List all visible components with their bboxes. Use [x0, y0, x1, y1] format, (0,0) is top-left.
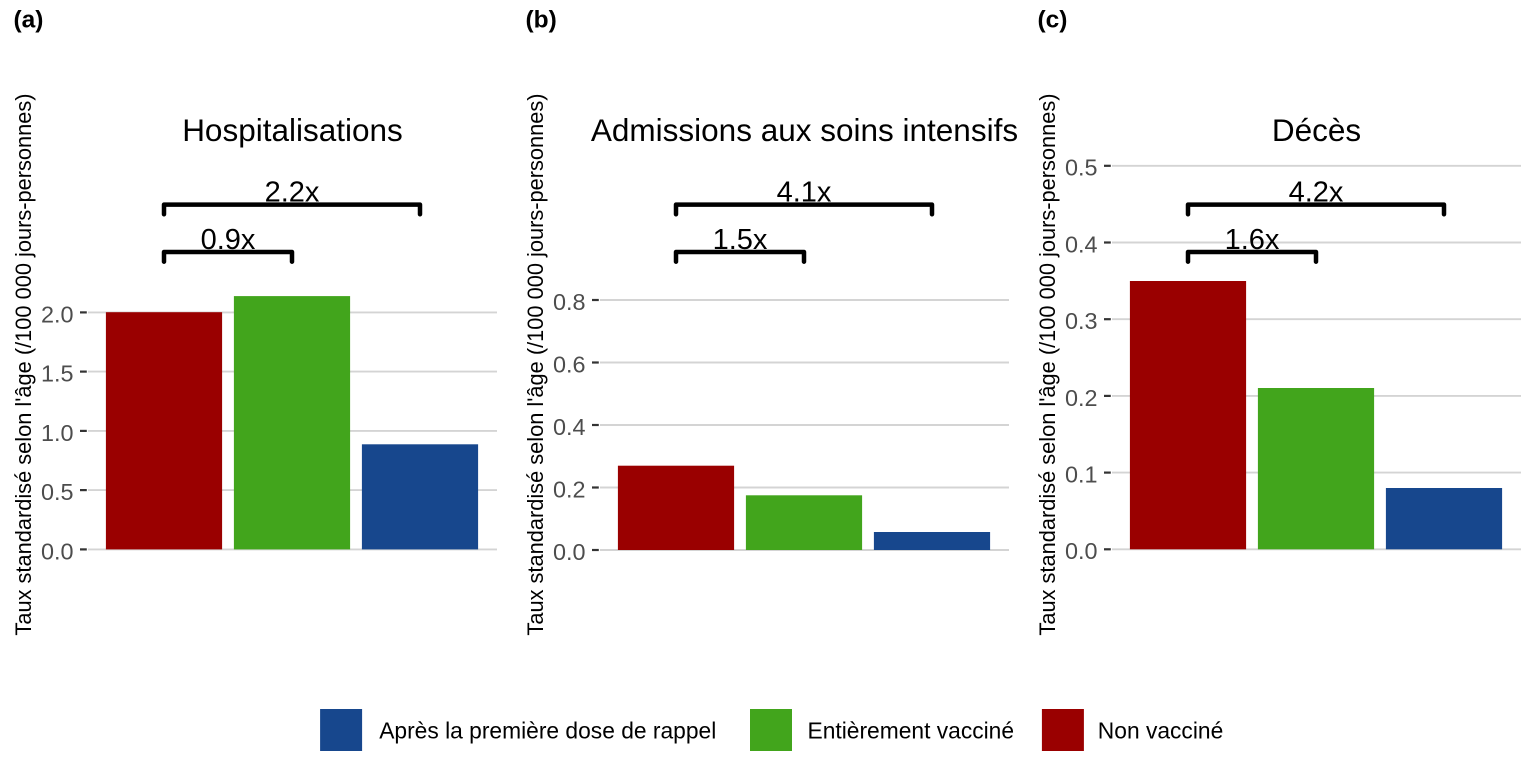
svg-text:(c): (c) — [1038, 6, 1068, 33]
svg-text:(a): (a) — [14, 6, 44, 33]
svg-text:0.8: 0.8 — [553, 289, 586, 315]
svg-text:Décès: Décès — [1272, 112, 1361, 148]
svg-text:0.0: 0.0 — [1065, 538, 1098, 564]
svg-text:4.2x: 4.2x — [1289, 177, 1344, 209]
svg-text:0.6: 0.6 — [553, 351, 586, 377]
svg-text:Taux standardisé selon l'âge (: Taux standardisé selon l'âge (/100 000 j… — [523, 93, 548, 635]
svg-text:Hospitalisations: Hospitalisations — [182, 112, 403, 148]
svg-text:1.5: 1.5 — [41, 361, 74, 387]
svg-text:1.6x: 1.6x — [1225, 224, 1280, 256]
svg-text:0.2: 0.2 — [553, 476, 586, 502]
svg-text:Taux standardisé selon l'âge (: Taux standardisé selon l'âge (/100 000 j… — [1035, 93, 1060, 635]
svg-text:Admissions aux soins intensifs: Admissions aux soins intensifs — [591, 112, 1018, 148]
svg-text:(b): (b) — [526, 6, 557, 33]
svg-text:0.5: 0.5 — [41, 479, 74, 505]
svg-text:2.2x: 2.2x — [265, 177, 320, 209]
svg-text:0.5: 0.5 — [1065, 155, 1098, 181]
svg-text:0.3: 0.3 — [1065, 308, 1098, 334]
svg-text:0.9x: 0.9x — [201, 224, 256, 256]
svg-text:Taux standardisé selon l'âge (: Taux standardisé selon l'âge (/100 000 j… — [11, 93, 36, 635]
svg-text:0.0: 0.0 — [553, 539, 586, 565]
svg-text:1.0: 1.0 — [41, 420, 74, 446]
svg-text:0.4: 0.4 — [1065, 231, 1098, 257]
svg-text:1.5x: 1.5x — [713, 224, 768, 256]
svg-text:Non vacciné: Non vacciné — [1098, 718, 1223, 744]
svg-text:0.2: 0.2 — [1065, 385, 1098, 411]
svg-text:0.1: 0.1 — [1065, 462, 1098, 488]
svg-text:2.0: 2.0 — [41, 301, 74, 327]
svg-text:Après la première dose de rapp: Après la première dose de rappel — [379, 718, 716, 744]
svg-text:Entièrement vacciné: Entièrement vacciné — [808, 718, 1015, 744]
svg-text:0.4: 0.4 — [553, 414, 586, 440]
svg-text:4.1x: 4.1x — [777, 177, 832, 209]
svg-text:0.0: 0.0 — [41, 538, 74, 564]
